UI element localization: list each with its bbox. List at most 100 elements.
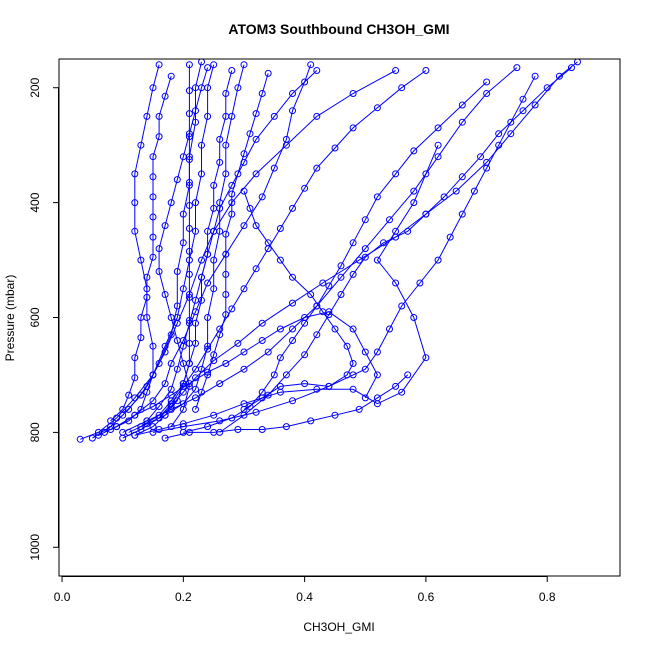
data-point [373,394,381,402]
data-point [131,227,139,235]
data-point [301,184,309,192]
data-point [167,400,175,408]
data-point [131,170,139,178]
data-point [210,285,218,293]
data-point [422,354,430,362]
data-point [185,270,193,278]
data-point [289,204,296,212]
data-point [240,222,248,230]
data-point [289,90,296,97]
series-line-22 [164,374,409,439]
data-point [373,104,381,112]
data-point [216,135,224,143]
data-point [240,187,248,195]
data-point [337,291,345,298]
y-axis-label: Pressure (mbar) [3,275,17,362]
data-point [246,204,254,212]
data-point [167,199,175,207]
data-point [483,164,491,172]
data-point [240,61,248,69]
data-point [276,256,284,264]
data-point [349,90,357,97]
series-line-7 [116,64,312,428]
data-point [361,253,369,261]
data-point [210,181,218,189]
data-point [222,250,230,258]
data-point [167,385,175,393]
data-point [222,170,230,178]
data-point [258,337,266,344]
data-point [349,360,357,367]
chart-title: ATOM3 Southbound CH3OH_GMI [228,21,449,37]
data-point [410,314,418,321]
series-line-12 [122,61,578,439]
data-point [289,273,296,281]
data-point [361,216,369,224]
data-point [155,268,163,275]
data-point [173,365,181,373]
data-point [574,59,581,66]
data-point [179,285,187,293]
data-point [167,314,175,321]
data-point [458,101,466,109]
data-point [155,414,163,422]
data-point [392,279,400,287]
data-point [331,144,339,152]
data-point [192,405,199,413]
data-point [258,319,266,327]
data-point [289,107,296,115]
data-point [252,408,260,416]
x-tick-label: 0.8 [539,590,556,604]
data-point [155,133,163,141]
data-point [161,380,169,388]
data-point [161,348,169,356]
data-point [179,342,187,350]
data-point [228,190,236,198]
data-point [380,239,387,247]
series-line-9 [128,64,245,433]
data-point [131,354,139,362]
data-point [458,173,466,181]
data-point [289,325,296,333]
data-point [361,245,369,253]
data-point [301,380,309,388]
data-point [222,90,230,97]
data-point [204,279,212,287]
data-point [204,250,212,258]
data-point [185,87,193,95]
data-point [452,187,460,195]
data-point [198,84,205,92]
series-line-16 [219,67,572,433]
data-point [240,348,248,356]
data-point [173,337,181,344]
data-point [234,426,242,433]
data-point [543,84,551,92]
data-point [216,204,224,212]
data-point [204,64,212,72]
data-point [373,348,381,356]
data-point [373,371,381,379]
data-point [210,351,218,359]
data-point [161,222,169,230]
data-point [198,256,205,264]
data-point [276,325,284,333]
series-line-5 [134,145,439,436]
data-point [264,69,272,77]
data-point [349,270,357,278]
data-point [234,170,242,178]
data-point [192,385,199,393]
data-point [222,270,230,278]
data-point [198,141,205,149]
y-tick-label: 600 [28,307,42,327]
data-point [252,135,260,143]
data-point [173,176,181,184]
data-point [398,84,406,92]
data-point [131,411,139,419]
data-point [252,222,260,230]
data-point [173,302,181,310]
data-point [161,291,169,298]
data-point [568,64,575,72]
data-point [137,391,145,399]
data-point [155,403,163,410]
data-point [149,233,157,241]
